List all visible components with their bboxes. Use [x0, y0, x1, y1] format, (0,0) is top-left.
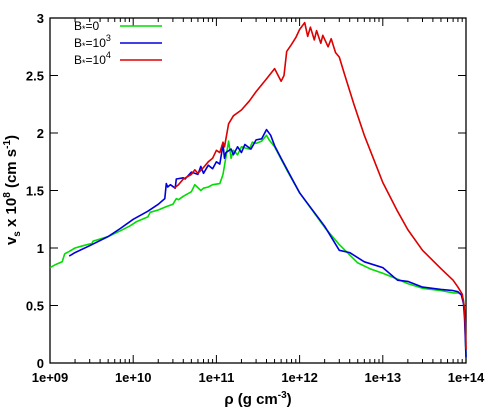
y-tick-label: 1: [37, 241, 44, 256]
legend-entry-b0: B*=0: [74, 19, 162, 34]
legend-b0-text: =0: [86, 19, 100, 33]
ticks-layer: 1e+09 1e+10 1e+11 1e+12 1e+13 1e+14 0 0.5 1 1.5 2 2…: [26, 11, 485, 385]
x-axis-title-sup: -3: [278, 390, 287, 401]
legend-b1e4-sup: 4: [106, 50, 111, 60]
x-tick-label: 1e+09: [32, 370, 69, 385]
y-axis-title-supneg: -1: [2, 140, 13, 149]
series-line-b1e3: [68, 128, 467, 358]
y-axis-title-sub: s: [12, 231, 23, 237]
y-axis-title: vs x 108 (cm s-1): [2, 135, 23, 245]
y-tick-label: 0: [37, 356, 44, 371]
y-axis-title-units: (cm s: [3, 149, 20, 192]
x-tick-label: 1e+10: [115, 370, 152, 385]
legend-b1e3-text: =10: [86, 36, 107, 50]
series-line-b0: [49, 134, 467, 358]
x-axis-title-tail: ): [287, 391, 292, 408]
y-tick-label: 2.5: [26, 69, 44, 84]
legend-b1e3-subscript: *: [82, 41, 86, 51]
y-axis-title-v: v: [3, 236, 20, 245]
series-line-b1e4: [173, 21, 467, 350]
legend-label-b1e4: B*=104: [74, 50, 111, 68]
legend-b0-subscript: *: [82, 24, 86, 34]
legend: B*=0 B*=103 B*=104: [74, 19, 162, 68]
y-tick-label: 2: [37, 126, 44, 141]
x-tick-label: 1e+11: [199, 370, 235, 385]
y-axis-title-sup8: 8: [2, 192, 13, 198]
legend-entry-b1e4: B*=104: [74, 50, 162, 68]
x-tick-label: 1e+12: [281, 370, 318, 385]
x-tick-label: 1e+13: [365, 370, 402, 385]
legend-b0-prefix: B: [74, 19, 82, 33]
legend-b1e3-prefix: B: [74, 36, 82, 50]
y-tick-label: 0.5: [26, 299, 44, 314]
x-axis-title: ρ (g cm-3): [224, 390, 291, 408]
legend-label-b0: B*=0: [74, 19, 100, 34]
legend-entry-b1e3: B*=103: [74, 33, 162, 51]
legend-b1e4-subscript: *: [82, 58, 86, 68]
y-axis-title-tail: ): [3, 135, 20, 140]
legend-b1e4-prefix: B: [74, 53, 82, 67]
y-axis-title-mid: x 10: [3, 198, 20, 231]
x-axis-title-base: ρ (g cm: [224, 391, 277, 408]
plot-frame: [49, 17, 467, 364]
x-tick-label: 1e+14: [448, 370, 485, 385]
legend-b1e4-text: =10: [86, 53, 107, 67]
y-tick-label: 1.5: [26, 184, 44, 199]
series-layer: [49, 21, 467, 358]
legend-b1e3-sup: 3: [106, 33, 111, 43]
legend-label-b1e3: B*=103: [74, 33, 111, 51]
y-tick-label: 3: [37, 11, 44, 26]
